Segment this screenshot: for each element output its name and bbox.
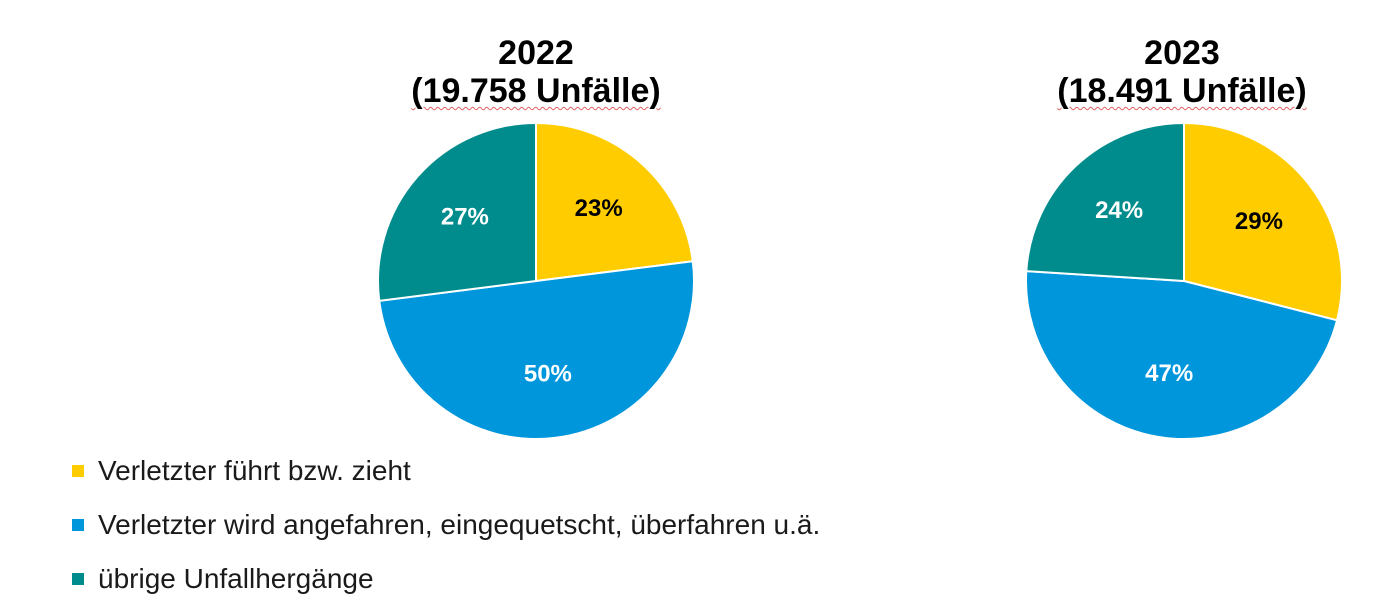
chart-title-2023: 2023 (18.491 Unfälle) — [982, 34, 1382, 110]
pie-slice — [1183, 121, 1343, 322]
legend-label: Verletzter wird angefahren, eingequetsch… — [98, 509, 821, 540]
pie-slice — [535, 121, 694, 283]
chart-subtitle: (19.758 Unfälle) — [411, 72, 661, 110]
pie-slice — [1025, 121, 1185, 283]
legend-item: übrige Unfallhergänge — [72, 560, 820, 598]
legend-label: Verletzter führt bzw. zieht — [98, 455, 411, 486]
legend-label: übrige Unfallhergänge — [98, 563, 374, 594]
legend-swatch — [72, 519, 84, 531]
legend-swatch — [72, 573, 84, 585]
pie-slice — [1024, 270, 1339, 441]
pie-slice — [377, 121, 537, 302]
legend-item: Verletzter führt bzw. zieht — [72, 452, 820, 490]
pie-data-label: 47% — [1145, 360, 1193, 387]
pie-data-label: 24% — [1095, 197, 1143, 224]
pie-data-label: 29% — [1235, 208, 1283, 235]
pie-data-label: 23% — [575, 195, 623, 222]
legend-item: Verletzter wird angefahren, eingequetsch… — [72, 506, 820, 544]
legend-swatch — [72, 465, 84, 477]
legend: Verletzter führt bzw. zieht Verletzter w… — [72, 452, 820, 614]
pie-slice — [378, 260, 695, 440]
pie-data-label: 27% — [441, 204, 489, 231]
pie-data-label: 50% — [524, 360, 572, 387]
chart-title-year: 2023 — [1144, 34, 1220, 72]
chart-subtitle: (18.491 Unfälle) — [1057, 72, 1307, 110]
chart-title-year: 2022 — [498, 34, 574, 72]
chart-title-2022: 2022 (19.758 Unfälle) — [336, 34, 736, 110]
